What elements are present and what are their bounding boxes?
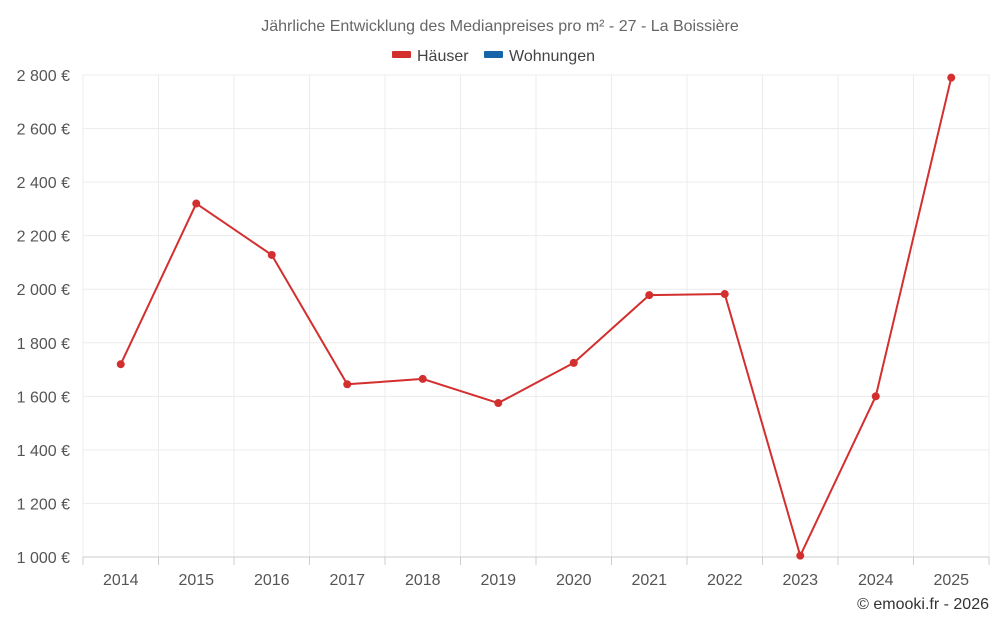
x-tick-label: 2016 — [254, 572, 290, 589]
data-point-houses[interactable] — [645, 291, 654, 300]
legend-swatch-apartments — [484, 51, 503, 58]
x-tick-label: 2014 — [103, 572, 139, 589]
legend: Häuser Wohnungen — [392, 48, 595, 65]
data-point-houses[interactable] — [192, 199, 201, 208]
legend-item-houses[interactable]: Häuser — [392, 48, 469, 65]
data-point-houses[interactable] — [343, 380, 352, 389]
data-point-houses[interactable] — [569, 358, 578, 367]
x-tick-label: 2025 — [933, 572, 969, 589]
data-point-houses[interactable] — [871, 392, 880, 401]
y-tick-label: 2 800 € — [17, 68, 70, 85]
chart-title: Jährliche Entwicklung des Medianpreises … — [261, 18, 739, 35]
legend-swatch-houses — [392, 51, 411, 58]
data-point-houses[interactable] — [267, 250, 276, 259]
y-tick-label: 1 800 € — [17, 336, 70, 353]
series-line-houses — [119, 77, 953, 557]
y-tick-label: 2 200 € — [17, 229, 70, 246]
x-tick-label: 2022 — [707, 572, 743, 589]
x-tick-label: 2017 — [329, 572, 365, 589]
series-houses — [116, 73, 956, 560]
axes: 1 000 € 1 200 € 1 400 € 1 600 € 1 800 € 2 000… — [17, 68, 990, 589]
x-tick-label: 2015 — [178, 572, 214, 589]
x-tick-label: 2019 — [480, 572, 516, 589]
y-tick-label: 1 000 € — [17, 550, 70, 567]
x-tick-label: 2023 — [782, 572, 818, 589]
y-tick-label: 2 400 € — [17, 175, 70, 192]
x-tick-label: 2021 — [631, 572, 667, 589]
y-tick-label: 1 600 € — [17, 389, 70, 406]
legend-item-apartments[interactable]: Wohnungen — [484, 48, 595, 65]
data-point-houses[interactable] — [796, 551, 805, 560]
y-tick-label: 2 000 € — [17, 282, 70, 299]
grid — [82, 74, 990, 557]
legend-label-houses: Häuser — [417, 48, 469, 65]
legend-label-apartments: Wohnungen — [509, 48, 595, 65]
data-point-houses[interactable] — [116, 360, 125, 369]
x-tick-label: 2024 — [858, 572, 894, 589]
x-tick-label: 2018 — [405, 572, 441, 589]
data-point-houses[interactable] — [418, 374, 427, 383]
y-tick-label: 2 600 € — [17, 122, 70, 139]
data-point-houses[interactable] — [947, 73, 956, 82]
y-tick-label: 1 400 € — [17, 443, 70, 460]
data-point-houses[interactable] — [494, 399, 503, 408]
credit-text: © emooki.fr - 2026 — [857, 596, 989, 613]
y-tick-label: 1 200 € — [17, 496, 70, 513]
data-point-houses[interactable] — [720, 290, 729, 299]
x-tick-label: 2020 — [556, 572, 592, 589]
